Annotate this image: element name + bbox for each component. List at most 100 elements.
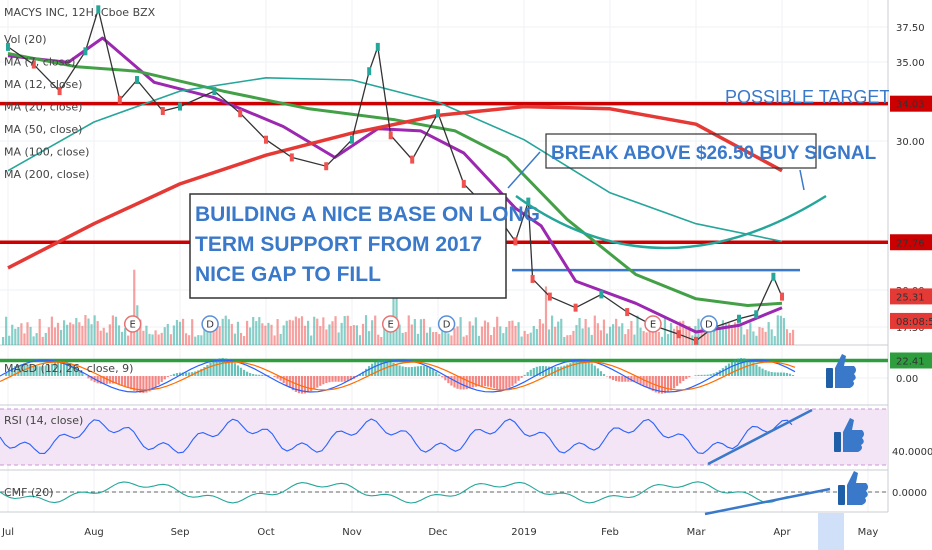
macd-histogram-bar: [154, 376, 157, 388]
volume-bar: [203, 323, 206, 345]
macd-histogram-bar: [236, 365, 240, 376]
volume-bar: [230, 323, 233, 345]
volume-bar: [602, 319, 606, 345]
volume-bar: [505, 327, 508, 345]
volume-bar: [709, 331, 712, 345]
volume-bar: [520, 336, 523, 345]
volume-bar: [352, 325, 355, 345]
macd-histogram-bar: [261, 374, 264, 376]
volume-bar: [227, 319, 230, 345]
macd-histogram-bar: [197, 370, 200, 376]
macd-histogram-bar: [621, 376, 624, 382]
macd-histogram-bar: [124, 376, 127, 387]
macd-histogram-bar: [602, 373, 606, 376]
macd-histogram-bar: [133, 376, 136, 391]
volume-bar: [639, 327, 642, 345]
macd-histogram-bar: [307, 376, 310, 393]
volume-bar: [758, 326, 761, 345]
volume-bar: [551, 315, 554, 345]
volume-bar: [194, 336, 197, 345]
candle-marker: [212, 87, 217, 96]
price-axis-background: [889, 0, 932, 550]
macd-histogram-bar: [688, 376, 691, 378]
volume-bar: [721, 320, 724, 345]
volume-bar: [172, 325, 175, 345]
volume-bar: [401, 332, 404, 345]
macd-histogram-bar: [386, 360, 389, 376]
thumbs-up-icon: [843, 418, 864, 452]
volume-bar: [749, 322, 752, 345]
macd-histogram-bar: [575, 360, 578, 376]
volume-bar: [221, 318, 224, 345]
volume-bar: [325, 329, 328, 345]
macd-histogram-bar: [252, 374, 255, 376]
volume-bar: [246, 320, 249, 345]
annotations: POSSIBLE TARGET BREAK ABOVE $26.50 BUY SI…: [189, 87, 890, 550]
volume-bar: [35, 333, 38, 345]
time-tick-label: May: [858, 527, 879, 538]
volume-bar: [81, 325, 84, 345]
macd-histogram-bar: [679, 376, 682, 384]
event-marker-label: D: [705, 320, 713, 331]
volume-bar: [407, 315, 410, 345]
volume-bar: [291, 320, 294, 345]
volume-bar: [145, 325, 148, 345]
macd-histogram-bar: [56, 361, 60, 376]
volume-bar: [56, 322, 60, 345]
volume-bar: [185, 333, 188, 345]
macd-histogram-bar: [105, 376, 108, 384]
macd-histogram-bar: [285, 376, 288, 386]
volume-bar: [474, 317, 477, 345]
volume-bar: [105, 332, 108, 345]
macd-histogram-bar: [526, 372, 529, 376]
macd-histogram-bar: [72, 364, 75, 376]
macd-histogram-bar: [441, 376, 444, 378]
volume-bar: [734, 322, 737, 345]
volume-bar: [740, 326, 743, 345]
macd-histogram-bar: [551, 366, 554, 376]
volume-bar: [752, 331, 755, 345]
volume-bar: [529, 332, 532, 345]
macd-histogram-bar: [340, 376, 343, 382]
volume-bar: [502, 333, 505, 345]
volume-bar: [114, 316, 118, 345]
volume-bar: [322, 317, 325, 345]
thumbs-up-icon: [847, 471, 868, 505]
macd-histogram-bar: [127, 376, 130, 388]
macd-histogram-bar: [511, 376, 514, 386]
macd-histogram-bar: [398, 365, 401, 376]
ma-legend-item: MA (200, close): [4, 168, 89, 181]
candle-marker: [178, 102, 182, 111]
macd-histogram-bar: [209, 362, 212, 376]
macd-histogram-bar: [66, 361, 69, 376]
volume-bar: [368, 331, 371, 345]
volume-bar: [59, 329, 63, 345]
volume-bar: [270, 324, 273, 345]
rsi-line: [0, 418, 793, 454]
volume-bar: [346, 315, 349, 345]
volume-bar: [374, 315, 377, 345]
macd-histogram-bar: [544, 366, 548, 376]
volume-bar: [560, 318, 563, 345]
macd-histogram-bar: [450, 376, 453, 386]
volume-bar: [392, 285, 395, 345]
volume-bar: [462, 336, 465, 345]
volume-bar: [264, 325, 267, 345]
macd-histogram-bar: [590, 363, 593, 376]
macd-histogram-bar: [523, 374, 526, 376]
macd-histogram-bar: [258, 374, 261, 376]
macd-histogram-bar: [654, 376, 657, 393]
macd-histogram-bar: [676, 376, 679, 386]
volume-bar: [776, 315, 779, 345]
thumbs-up-icon: [834, 432, 841, 452]
volume-bar: [410, 324, 413, 345]
volume-bar: [779, 315, 782, 345]
macd-histogram-bar: [374, 361, 377, 376]
macd-histogram-bar: [242, 369, 246, 376]
volume-bar: [386, 330, 389, 345]
candle-marker: [694, 336, 698, 345]
candle-marker: [289, 153, 294, 162]
volume-bar: [764, 331, 767, 345]
macd-histogram-bar: [746, 359, 749, 376]
volume-bar: [63, 320, 66, 345]
